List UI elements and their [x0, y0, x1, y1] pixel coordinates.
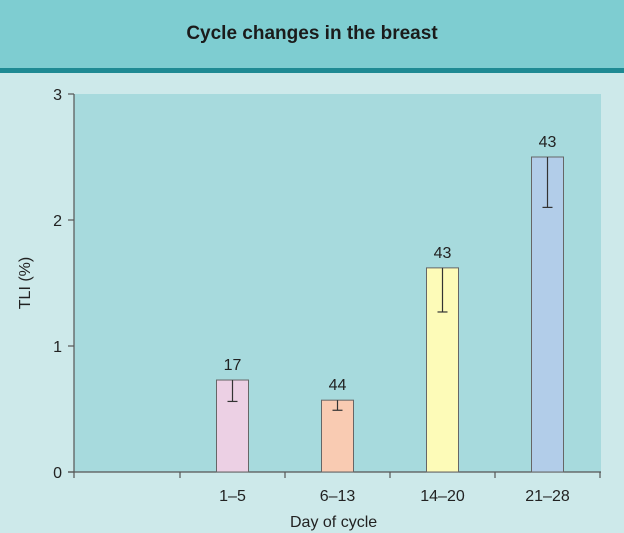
data-label: 43: [434, 245, 452, 262]
x-tick-label: 14–20: [420, 488, 465, 505]
bar: [321, 399, 354, 473]
chart-header: Cycle changes in the breast: [0, 0, 624, 68]
x-tick-label: 21–28: [525, 488, 570, 505]
x-tick-label: 6–13: [320, 488, 356, 505]
data-label: 43: [539, 134, 557, 151]
header-divider: [0, 68, 624, 73]
x-tick-label: 1–5: [219, 488, 246, 505]
bar: [531, 156, 564, 473]
x-axis-label: Day of cycle: [290, 514, 377, 531]
data-label: 44: [329, 377, 347, 394]
data-label: 17: [224, 357, 242, 374]
chart-title: Cycle changes in the breast: [186, 23, 438, 44]
y-tick-label: 0: [53, 465, 62, 482]
y-tick-label: 2: [53, 213, 62, 230]
y-tick-label: 3: [53, 87, 62, 104]
y-tick-label: 1: [53, 339, 62, 356]
y-axis-label: TLI (%): [17, 257, 34, 309]
